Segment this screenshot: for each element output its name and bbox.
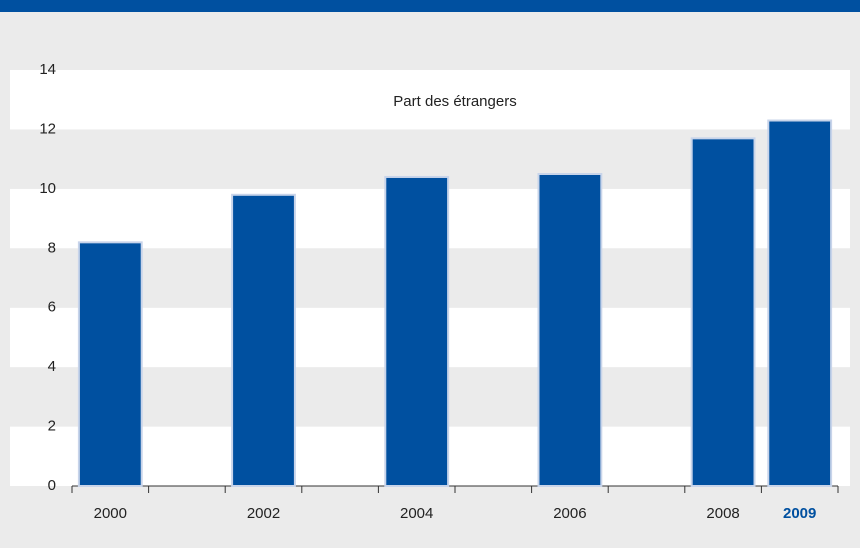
- bar: [384, 175, 450, 487]
- bar: [537, 173, 603, 487]
- y-tick-label: 10: [39, 180, 56, 197]
- y-tick-label: 6: [48, 299, 56, 316]
- top-band: [0, 0, 860, 12]
- y-tick-label: 8: [48, 239, 56, 256]
- y-tick-label: 4: [48, 358, 56, 375]
- bar: [231, 193, 296, 488]
- x-tick-label: 2000: [94, 505, 127, 522]
- y-tick-label: 0: [48, 477, 56, 494]
- y-tick-label: 14: [39, 61, 56, 78]
- x-tick-label: 2006: [553, 505, 586, 522]
- x-tick-label: 2002: [247, 505, 280, 522]
- y-tick-label: 12: [39, 120, 56, 137]
- bar: [767, 119, 833, 487]
- y-tick-label: 2: [48, 418, 56, 435]
- x-tick-label: 2008: [706, 505, 739, 522]
- grid-stripe: [10, 70, 850, 130]
- annotation: Part des étrangers: [393, 93, 516, 110]
- x-tick-label: 2004: [400, 505, 433, 522]
- bar: [77, 241, 143, 487]
- x-tick-label: 2009: [783, 505, 816, 522]
- bar: [690, 137, 756, 487]
